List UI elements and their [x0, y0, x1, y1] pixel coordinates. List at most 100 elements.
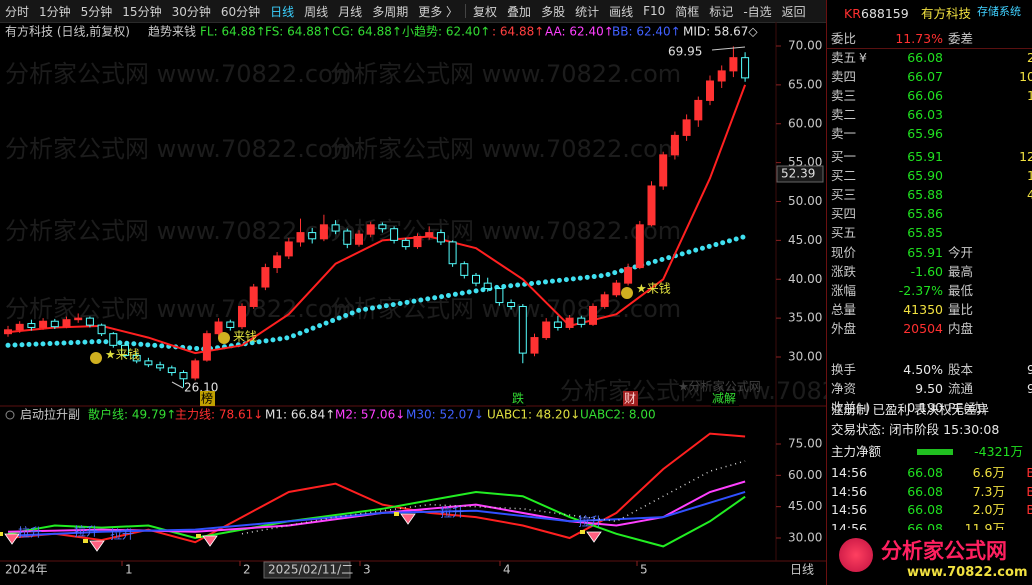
- period-tab[interactable]: 30分钟: [171, 4, 211, 19]
- quote-cell: 交易状态: 闭市阶段 15:30:08: [831, 422, 1000, 437]
- candle-body: [273, 255, 282, 269]
- quote-cell: 分析家公式网: [881, 539, 1007, 563]
- indicator-line: [7, 480, 746, 533]
- rise-label: 拉升: [440, 505, 464, 520]
- flow-bar: [917, 449, 953, 455]
- quote-cell: 买三: [831, 187, 857, 202]
- tool-button[interactable]: 复权: [473, 4, 498, 19]
- candle-body: [507, 302, 516, 307]
- quote-cell: 委差: [948, 31, 974, 46]
- quote-cell: 65.88: [907, 187, 943, 202]
- tag-box: [623, 391, 638, 406]
- quote-cell: 1: [1027, 87, 1032, 105]
- candle-body: [331, 224, 340, 232]
- candle-body: [390, 228, 399, 241]
- date-label: 2025/02/11/二: [268, 563, 353, 577]
- watermark: 分析家公式网 www.70822.com: [330, 295, 681, 323]
- quote-cell: 688159: [861, 6, 909, 21]
- bottom-tag: 跌: [512, 391, 524, 406]
- main-header-item: : 64.88↑: [492, 25, 544, 39]
- tool-button[interactable]: 叠加: [507, 4, 532, 19]
- quote-cell: 20504: [903, 321, 943, 336]
- quote-cell: 存储系统: [977, 5, 1021, 18]
- period-tab[interactable]: 周线: [304, 4, 329, 19]
- candle-body: [413, 235, 422, 248]
- candle-body: [319, 224, 328, 240]
- quote-cell: 注册制 已盈利 表决权无差异: [831, 402, 989, 417]
- period-tab[interactable]: 分时: [5, 4, 30, 19]
- candle-body: [542, 321, 551, 339]
- quote-cell: 涨跌: [831, 264, 857, 279]
- candle-body: [39, 320, 48, 328]
- quote-cell: B: [1026, 501, 1032, 519]
- quote-cell: 流通: [948, 381, 974, 396]
- sub-header-item: M2: 57.06↓: [335, 408, 405, 422]
- period-tab[interactable]: 60分钟: [220, 4, 261, 19]
- candle-body: [612, 282, 621, 296]
- date-label: 2024年: [5, 563, 48, 577]
- period-tab[interactable]: 1分钟: [39, 4, 71, 19]
- period-tab[interactable]: 15分钟: [122, 4, 162, 19]
- quote-cell: 量比: [948, 302, 974, 317]
- quote-cell: 65.96: [907, 126, 943, 141]
- candle-body: [706, 80, 714, 101]
- rise-dot: [196, 534, 201, 538]
- candle-body: [518, 305, 527, 354]
- quote-cell: 今开: [948, 245, 974, 260]
- quote-cell: KR: [844, 6, 861, 21]
- candle-body: [27, 323, 36, 328]
- price-tag: 52.39: [781, 167, 815, 181]
- candle-body: [109, 333, 118, 346]
- quote-cell: -4321万: [974, 444, 1023, 459]
- quote-cell: 14:56: [831, 483, 868, 499]
- y-tick-label: 50.00: [788, 194, 822, 208]
- tool-button[interactable]: 多股: [541, 4, 566, 19]
- logo-icon: [839, 538, 873, 572]
- quote-cell: 内盘: [948, 321, 974, 336]
- tool-button[interactable]: -自选: [743, 4, 772, 19]
- date-label: 4: [503, 563, 511, 577]
- sub-header-item: UABC1: 48.20↓: [487, 408, 580, 422]
- quote-cell: 买五: [831, 225, 857, 240]
- candle-body: [670, 134, 679, 156]
- y-tick-label: 75.00: [788, 437, 822, 451]
- candle-body: [659, 154, 668, 187]
- period-tab[interactable]: 月线: [338, 4, 363, 19]
- tool-button[interactable]: 画线: [609, 4, 634, 19]
- period-tab[interactable]: 更多 〉: [418, 4, 459, 19]
- tool-button[interactable]: 简框: [675, 4, 700, 19]
- quote-cell: www.70822.com: [907, 565, 1028, 580]
- candle-body: [156, 364, 165, 369]
- separator: [465, 4, 467, 18]
- signal-label: 来钱: [233, 329, 257, 344]
- quote-cell: 66.08: [907, 465, 943, 480]
- watermark: 分析家公式网 www.70822.com: [5, 295, 356, 323]
- tool-button[interactable]: 统计: [575, 4, 600, 19]
- quote-cell: 65.85: [907, 225, 943, 240]
- source-label: ★分析家公式网: [678, 379, 761, 394]
- candle-body: [378, 224, 387, 230]
- tool-button[interactable]: 标记: [709, 4, 734, 19]
- tool-button[interactable]: 返回: [781, 4, 806, 19]
- quote-cell: 6.6万: [972, 465, 1005, 480]
- sub-header-item: 主力线: 78.61↓: [175, 408, 263, 422]
- quote-cell: 卖三: [831, 88, 857, 103]
- leader: [171, 381, 184, 389]
- candle-body: [460, 263, 469, 276]
- quote-cell: 14:56: [831, 502, 868, 517]
- candle-body: [355, 233, 363, 245]
- quote-cell: 9.50: [915, 381, 943, 396]
- y-tick-label: 30.00: [788, 531, 822, 545]
- candle-body: [144, 360, 153, 366]
- main-header-item: AA: 62.40↑: [545, 25, 614, 39]
- period-tab[interactable]: 5分钟: [80, 4, 113, 19]
- tool-button[interactable]: F10: [643, 4, 666, 18]
- indicator-line: [241, 460, 746, 535]
- quote-cell: 65.91: [907, 149, 943, 164]
- rise-marker: [586, 531, 602, 543]
- candle-body: [366, 224, 375, 235]
- quote-cell: 9: [1027, 361, 1032, 379]
- period-tab[interactable]: 日线: [270, 4, 295, 19]
- period-tab[interactable]: 多周期: [372, 4, 409, 19]
- indicator-icon: [5, 410, 15, 420]
